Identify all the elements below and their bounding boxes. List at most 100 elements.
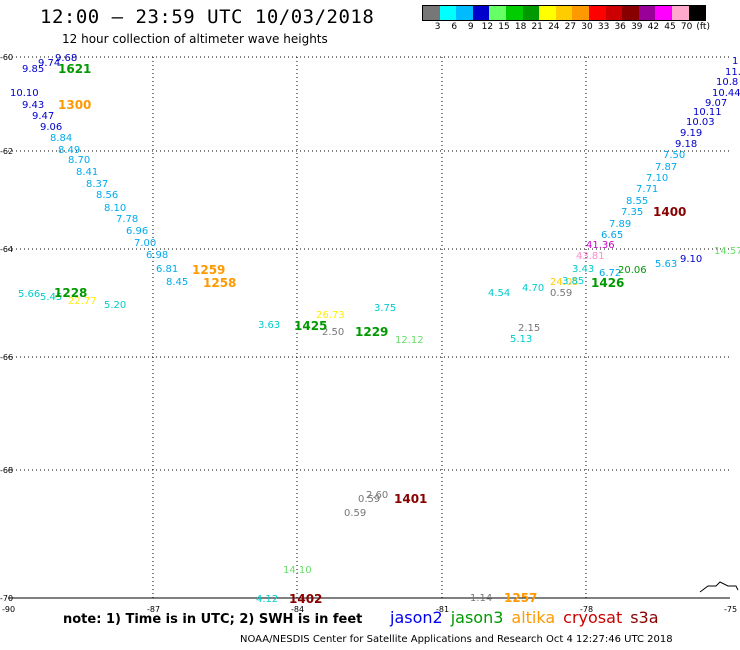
legend-entry-altika: altika [511, 608, 556, 627]
wave-height-label: 4.12 [256, 594, 278, 605]
wave-height-label: 6.65 [601, 230, 623, 241]
wave-height-label: 9.68 [55, 53, 77, 64]
wave-height-label: 8.56 [96, 190, 118, 201]
color-swatch [622, 6, 639, 20]
wave-height-label: 8.37 [86, 179, 108, 190]
color-swatch [688, 6, 706, 20]
color-scale-label: 30 [581, 22, 593, 32]
wave-height-label: 10.11 [693, 107, 722, 118]
longitude-label: -90 [2, 605, 15, 614]
color-scale-label: 39 [631, 22, 643, 32]
latitude-label: -68 [0, 466, 13, 475]
wave-height-label: 7.71 [636, 184, 658, 195]
wave-height-label: 9.74 [38, 58, 60, 69]
wave-height-label: 11. [725, 67, 740, 78]
wave-height-label: 5.13 [510, 334, 532, 345]
color-scale-label: 21 [531, 22, 543, 32]
wave-height-label: 14.57 [714, 246, 740, 257]
pass-time-label: 1258 [203, 276, 236, 290]
color-scale-label: 18 [514, 22, 527, 32]
longitude-label: -81 [436, 605, 449, 614]
color-scale-label: 3 [434, 22, 441, 32]
color-swatch [655, 6, 672, 20]
wave-height-label: 6.96 [126, 226, 148, 237]
wave-height-label: 5.63 [655, 259, 677, 270]
pass-time-label: 1400 [653, 205, 686, 219]
wave-height-label: 1 [732, 56, 738, 67]
color-scale-label: 9 [467, 22, 474, 32]
pass-time-label: 1401 [394, 492, 427, 506]
wave-height-label: 9.43 [22, 100, 44, 111]
wave-height-label: 9.10 [680, 254, 702, 265]
wave-height-label: 1.14 [470, 593, 492, 604]
longitude-label: -78 [580, 605, 593, 614]
wave-height-label: 6.81 [156, 264, 178, 275]
color-swatch [555, 6, 573, 20]
color-scale-label: 12 [481, 22, 494, 32]
wave-height-label: 9.18 [675, 139, 697, 150]
color-swatch [605, 6, 623, 20]
wave-height-label: 20.06 [618, 265, 647, 276]
pass-time-label: 1229 [355, 325, 388, 339]
wave-height-label: 7.10 [646, 173, 668, 184]
latitude-label: -62 [0, 147, 13, 156]
longitude-label: -75 [724, 605, 737, 614]
wave-height-label: 8.45 [166, 277, 188, 288]
pass-time-label: 1621 [58, 62, 91, 76]
color-swatch [522, 6, 540, 20]
wave-height-label: 7.00 [134, 238, 156, 249]
wave-height-label: 5.66 [18, 289, 40, 300]
satellite-legend: jason2 jason3 altika cryosat s3a [390, 608, 667, 627]
color-swatch [539, 6, 556, 20]
pass-time-label: 1259 [192, 263, 225, 277]
wave-height-label: 2.50 [322, 327, 344, 338]
wave-height-label: 9.19 [680, 128, 702, 139]
wave-height-label: 8.10 [104, 203, 126, 214]
color-swatch [423, 6, 440, 20]
legend-entry-jason2: jason2 [390, 608, 443, 627]
legend-entry-jason3: jason3 [450, 608, 504, 627]
color-swatch [671, 6, 689, 20]
wave-height-label: 8.84 [50, 133, 72, 144]
wave-height-label: 3.43 [572, 264, 594, 275]
wave-height-label: 9.47 [32, 111, 54, 122]
wave-height-label: 7.78 [116, 214, 138, 225]
wave-height-label: 9.85 [22, 64, 44, 75]
wave-height-label: 0.59 [344, 508, 366, 519]
latitude-label: -66 [0, 353, 13, 362]
wave-height-label: 0.59 [550, 288, 572, 299]
wave-height-label: 10.44 [712, 88, 740, 99]
color-scale-label: 45 [664, 22, 676, 32]
color-scale-label: 42 [647, 22, 660, 32]
observation-labels: 9.689.749.85 10.109.439.479.068.848.498.7… [10, 53, 740, 605]
pass-time-label: 1228 [54, 286, 87, 300]
pass-time-label: 1257 [504, 591, 537, 605]
wave-height-label: 5.20 [104, 300, 126, 311]
wave-height-label: 2.15 [518, 323, 540, 334]
wave-height-label: 6.98 [146, 250, 168, 261]
color-scale-label: 15 [498, 22, 510, 32]
wave-height-label: 3.85 [562, 276, 584, 287]
pass-time-label: 1300 [58, 98, 91, 112]
wave-height-label: 41.36 [586, 240, 615, 251]
wave-height-label: 7.35 [621, 207, 643, 218]
wave-height-label: 3.63 [258, 320, 280, 331]
color-scale-bar [422, 5, 707, 21]
color-scale-label: 33 [597, 22, 610, 32]
color-swatch [472, 6, 490, 20]
longitude-label: -84 [291, 605, 304, 614]
wave-height-label: 8.55 [626, 196, 648, 207]
color-scale-label: (ft) [696, 22, 710, 32]
footnote: note: 1) Time is in UTC; 2) SWH is in fe… [63, 612, 363, 627]
wave-height-label: 8.70 [68, 155, 90, 166]
wave-height-label: 43.81 [576, 251, 605, 262]
color-scale-label: 27 [564, 22, 577, 32]
color-swatch [439, 6, 457, 20]
legend-entry-cryosat: cryosat [563, 608, 623, 627]
map-grid [8, 56, 730, 599]
legend-entry-s3a: s3a [630, 608, 659, 627]
wave-height-label: 8.41 [76, 167, 98, 178]
credit-line: NOAA/NESDIS Center for Satellite Applica… [240, 634, 673, 645]
wave-height-label: 14.10 [283, 565, 312, 576]
